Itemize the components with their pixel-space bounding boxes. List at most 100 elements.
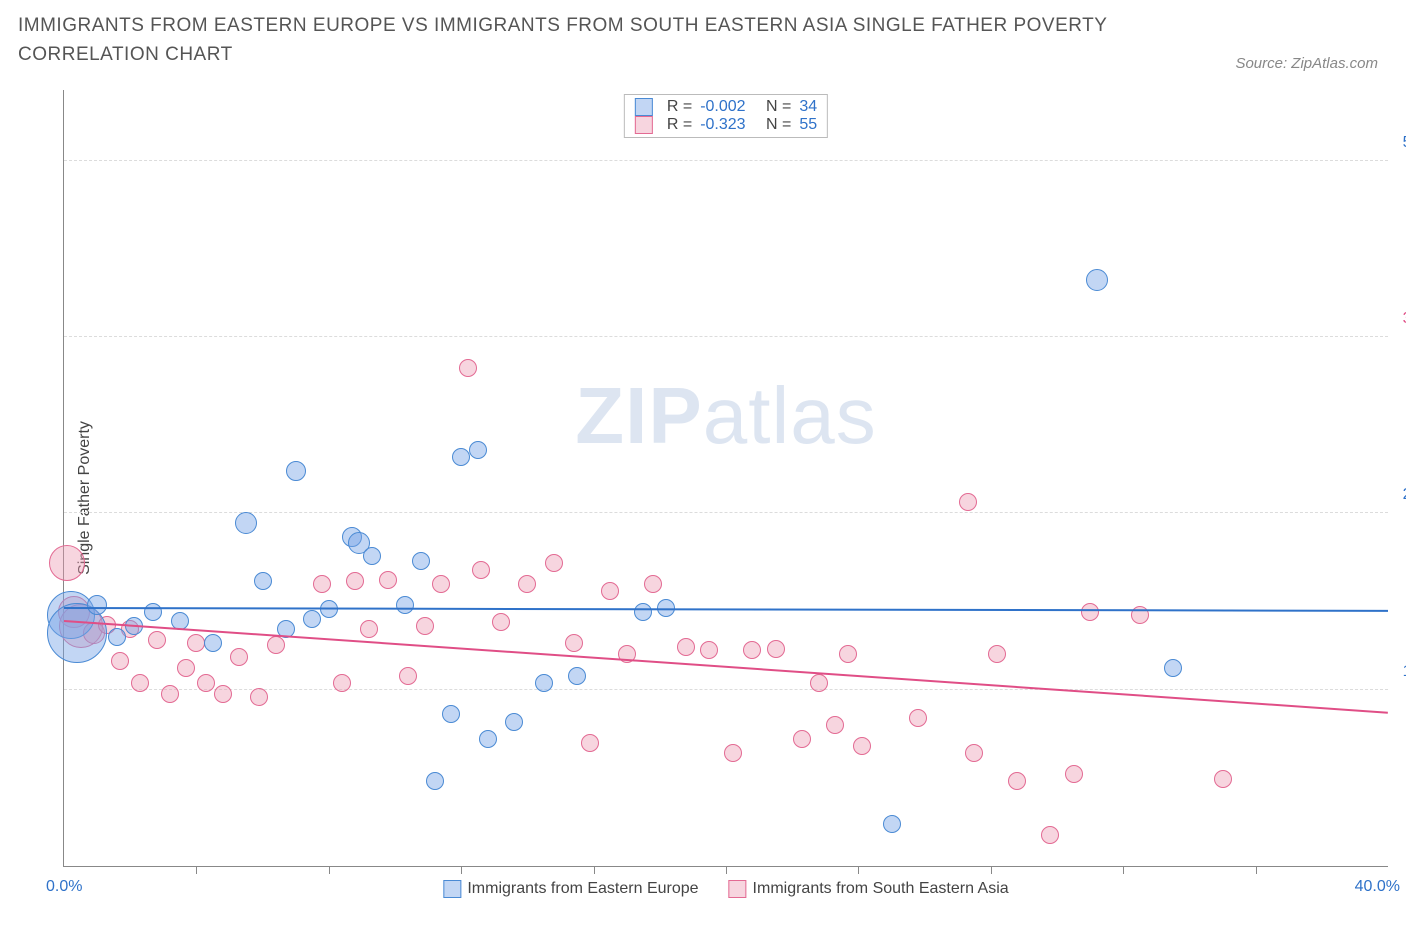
plot-area: ZIPatlas R = -0.002 N = 34 R = -0.323 N … [63, 90, 1388, 867]
series-a-name: Immigrants from Eastern Europe [467, 880, 698, 897]
series-a-point [505, 713, 523, 731]
series-b-point [161, 685, 179, 703]
series-b-point [432, 575, 450, 593]
series-a-point [204, 634, 222, 652]
series-b-point [399, 667, 417, 685]
x-axis-end-label: 40.0% [1355, 878, 1400, 896]
series-b-point [313, 575, 331, 593]
series-b-point [131, 674, 149, 692]
series-b-point [1008, 772, 1026, 790]
gridline [64, 336, 1388, 337]
series-a-point [1164, 659, 1182, 677]
gridline [64, 160, 1388, 161]
series-b-point [472, 561, 490, 579]
legend-item-a: Immigrants from Eastern Europe [443, 880, 698, 898]
series-a-point [634, 603, 652, 621]
x-tick [329, 866, 330, 874]
y-tick-label: 37.5% [1403, 310, 1406, 328]
legend-row-series-b: R = -0.323 N = 55 [635, 116, 817, 134]
r-label: R = [667, 116, 692, 134]
series-a-point [254, 572, 272, 590]
series-b-point [959, 493, 977, 511]
x-tick [858, 866, 859, 874]
r-label: R = [667, 98, 692, 116]
r-value-b: -0.323 [700, 116, 745, 134]
series-b-point [677, 638, 695, 656]
series-b-point [1081, 603, 1099, 621]
series-a-point [108, 628, 126, 646]
gridline [64, 512, 1388, 513]
x-tick [726, 866, 727, 874]
series-a-point [535, 674, 553, 692]
series-a-point [469, 441, 487, 459]
watermark-light: atlas [703, 371, 877, 460]
n-value-a: 34 [799, 98, 817, 116]
series-a-point [426, 772, 444, 790]
x-tick [991, 866, 992, 874]
series-b-point [197, 674, 215, 692]
y-tick-label: 25.0% [1403, 486, 1406, 504]
series-b-point [743, 641, 761, 659]
series-b-point [581, 734, 599, 752]
chart-container: IMMIGRANTS FROM EASTERN EUROPE VS IMMIGR… [0, 0, 1406, 930]
series-a-point [87, 595, 107, 615]
series-b-point [230, 648, 248, 666]
series-b-point [49, 545, 85, 581]
series-a-point [452, 448, 470, 466]
y-tick-label: 12.5% [1403, 663, 1406, 681]
series-a-point [286, 461, 306, 481]
series-b-point [909, 709, 927, 727]
series-b-point [810, 674, 828, 692]
series-b-point [1214, 770, 1232, 788]
series-b-point [267, 636, 285, 654]
x-tick [594, 866, 595, 874]
series-b-point [545, 554, 563, 572]
series-b-point [965, 744, 983, 762]
correlation-legend: R = -0.002 N = 34 R = -0.323 N = 55 [624, 94, 828, 138]
series-a-point [396, 596, 414, 614]
series-a-point [235, 512, 257, 534]
series-b-name: Immigrants from South Eastern Asia [753, 880, 1009, 897]
x-tick [1256, 866, 1257, 874]
x-axis-start-label: 0.0% [46, 878, 82, 896]
chart-area: Single Father Poverty ZIPatlas R = -0.00… [18, 90, 1388, 905]
legend-row-series-a: R = -0.002 N = 34 [635, 98, 817, 116]
n-label: N = [766, 116, 791, 134]
x-tick [1123, 866, 1124, 874]
swatch-series-b-icon [635, 116, 653, 134]
chart-title: IMMIGRANTS FROM EASTERN EUROPE VS IMMIGR… [18, 12, 1118, 69]
series-a-point [883, 815, 901, 833]
series-a-point [303, 610, 321, 628]
series-b-point [177, 659, 195, 677]
series-a-point [363, 547, 381, 565]
series-legend: Immigrants from Eastern Europe Immigrant… [443, 880, 1008, 898]
series-a-point [479, 730, 497, 748]
series-b-point [492, 613, 510, 631]
series-b-point [333, 674, 351, 692]
series-b-point [601, 582, 619, 600]
series-b-point [767, 640, 785, 658]
series-a-point [442, 705, 460, 723]
series-b-point [793, 730, 811, 748]
series-b-point [853, 737, 871, 755]
series-a-trendline [64, 607, 1388, 612]
series-b-point [214, 685, 232, 703]
swatch-series-a-icon [635, 98, 653, 116]
watermark: ZIPatlas [575, 370, 876, 462]
series-b-point [360, 620, 378, 638]
series-b-point [1065, 765, 1083, 783]
series-b-point [346, 572, 364, 590]
series-b-point [187, 634, 205, 652]
legend-item-b: Immigrants from South Eastern Asia [729, 880, 1009, 898]
series-b-point [988, 645, 1006, 663]
series-b-point [250, 688, 268, 706]
watermark-bold: ZIP [575, 371, 702, 460]
series-b-point [148, 631, 166, 649]
series-a-point [568, 667, 586, 685]
series-b-point [518, 575, 536, 593]
series-b-point [416, 617, 434, 635]
swatch-a-icon [443, 880, 461, 898]
swatch-b-icon [729, 880, 747, 898]
series-a-point [412, 552, 430, 570]
series-b-point [1041, 826, 1059, 844]
